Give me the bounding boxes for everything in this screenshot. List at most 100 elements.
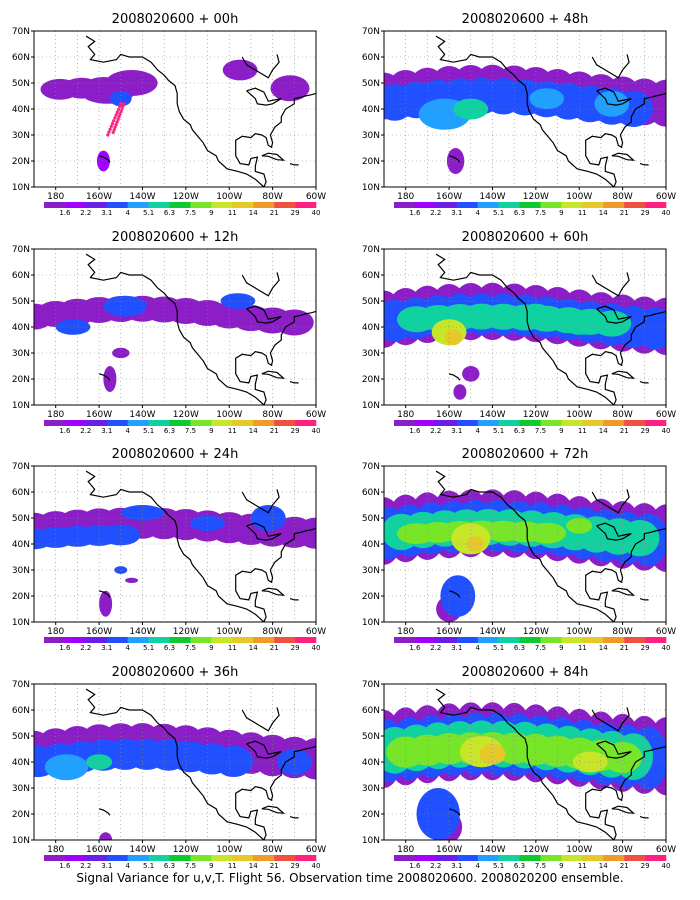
colorbar-swatch xyxy=(603,420,625,426)
colorbar-label: 14 xyxy=(249,209,258,217)
colorbar-swatch xyxy=(44,202,66,208)
colorbar-swatch xyxy=(519,420,541,426)
colorbar-swatch xyxy=(645,202,667,208)
colorbar-label: 11 xyxy=(228,209,237,217)
coastlines xyxy=(85,253,316,405)
colorbar-swatch xyxy=(477,855,499,861)
colorbar-label: 4 xyxy=(475,427,480,435)
variance-contour xyxy=(125,577,139,583)
lon-tick-label: 80W xyxy=(262,845,282,855)
colorbar-swatch xyxy=(64,637,87,643)
colorbar-label: 2.2 xyxy=(80,862,91,870)
variance-shading xyxy=(34,723,316,840)
colorbar-swatch xyxy=(211,420,233,426)
colorbar-swatch xyxy=(603,637,625,643)
coastline xyxy=(596,87,632,106)
colorbar-swatch xyxy=(274,855,296,861)
lon-tick-label: 60W xyxy=(306,192,326,202)
colorbar-swatch xyxy=(540,855,562,861)
colorbar-label: 3.1 xyxy=(451,862,462,870)
colorbar-swatch xyxy=(253,855,275,861)
lat-tick-label: 50N xyxy=(362,297,380,307)
colorbar-swatch xyxy=(190,202,212,208)
flight-track-point xyxy=(113,125,117,129)
colorbar-swatch xyxy=(624,637,646,643)
colorbar-swatch xyxy=(540,420,562,426)
lon-tick-label: 100W xyxy=(566,627,592,637)
lon-tick-label: 100W xyxy=(566,845,592,855)
coastline xyxy=(98,155,111,163)
flight-track-point xyxy=(107,130,111,134)
coastline xyxy=(235,527,316,584)
colorbar-label: 9 xyxy=(559,427,563,435)
colorbar-swatch xyxy=(127,420,149,426)
coastline xyxy=(98,373,111,381)
colorbar-label: 2.2 xyxy=(430,427,441,435)
map-panel: 2008020600 + 48h 70N 60N 50N 40N 30N 20N 10N 180… xyxy=(362,12,676,217)
flight-track-point xyxy=(112,119,116,123)
variance-contour xyxy=(572,751,608,773)
map-panel: 2008020600 + 12h 70N 60N 50N 40N 30N 20N 10N 180… xyxy=(12,230,326,435)
lon-tick-label: 120W xyxy=(523,845,549,855)
variance-contour xyxy=(566,518,593,534)
variance-shading xyxy=(40,59,310,172)
colorbar-swatch xyxy=(435,202,457,208)
colorbar-swatch xyxy=(274,420,296,426)
colorbar-label: 2.2 xyxy=(430,644,441,652)
coastline xyxy=(611,370,636,379)
coastline xyxy=(246,87,282,106)
variance-contour xyxy=(594,90,630,117)
lat-tick-label: 20N xyxy=(362,810,380,820)
colorbar-swatch xyxy=(232,420,254,426)
colorbar-label: 5.1 xyxy=(143,209,154,217)
lon-tick-label: 100W xyxy=(216,845,242,855)
lat-tick-label: 10N xyxy=(12,618,30,628)
variance-contour xyxy=(603,741,643,774)
lat-tick-label: 70N xyxy=(362,680,380,690)
colorbar-label: 3.1 xyxy=(451,644,462,652)
colorbar-label: 9 xyxy=(559,644,563,652)
coastline xyxy=(246,522,282,541)
lat-tick-label: 10N xyxy=(362,836,380,846)
lat-tick-label: 30N xyxy=(12,784,30,794)
colorbar-swatch xyxy=(232,855,254,861)
coastline xyxy=(596,522,632,541)
variance-contour xyxy=(620,520,660,557)
lat-tick-label: 60N xyxy=(362,706,380,716)
lon-tick-label: 160W xyxy=(86,627,112,637)
map-panel: 2008020600 + 00h 70N 60N 50N 40N 30N 20N 10N 180… xyxy=(12,12,326,217)
colorbar-swatch xyxy=(582,420,604,426)
colorbar-swatch xyxy=(645,855,667,861)
variance-contour xyxy=(110,90,132,107)
variance-contour xyxy=(105,70,158,96)
lon-tick-label: 180 xyxy=(47,845,64,855)
colorbar-label: 11 xyxy=(228,427,237,435)
variance-contour xyxy=(479,743,506,765)
coastline xyxy=(98,590,111,598)
colorbar-swatch xyxy=(106,420,128,426)
colorbar-swatch xyxy=(624,420,646,426)
lon-tick-label: 100W xyxy=(566,410,592,420)
colorbar-swatch xyxy=(169,420,191,426)
lat-tick-label: 30N xyxy=(362,784,380,794)
colorbar-label: 4 xyxy=(125,209,130,217)
lat-tick-label: 10N xyxy=(362,618,380,628)
colorbar-label: 14 xyxy=(249,862,258,870)
lat-tick-label: 40N xyxy=(12,540,30,550)
colorbar-label: 40 xyxy=(662,644,671,652)
lon-tick-label: 120W xyxy=(173,192,199,202)
colorbar-swatch xyxy=(498,855,520,861)
colorbar-swatch xyxy=(44,420,66,426)
coastlines xyxy=(85,688,316,840)
lat-tick-label: 50N xyxy=(362,732,380,742)
coastlines xyxy=(435,470,666,622)
coastline xyxy=(241,54,280,79)
colorbar-swatch xyxy=(603,855,625,861)
coastline xyxy=(261,805,286,814)
colorbar-label: 4 xyxy=(125,644,130,652)
variance-contour xyxy=(453,384,467,400)
colorbar-swatch xyxy=(561,202,583,208)
coastline xyxy=(85,253,265,405)
lat-tick-label: 50N xyxy=(12,297,30,307)
coastline xyxy=(289,163,299,166)
